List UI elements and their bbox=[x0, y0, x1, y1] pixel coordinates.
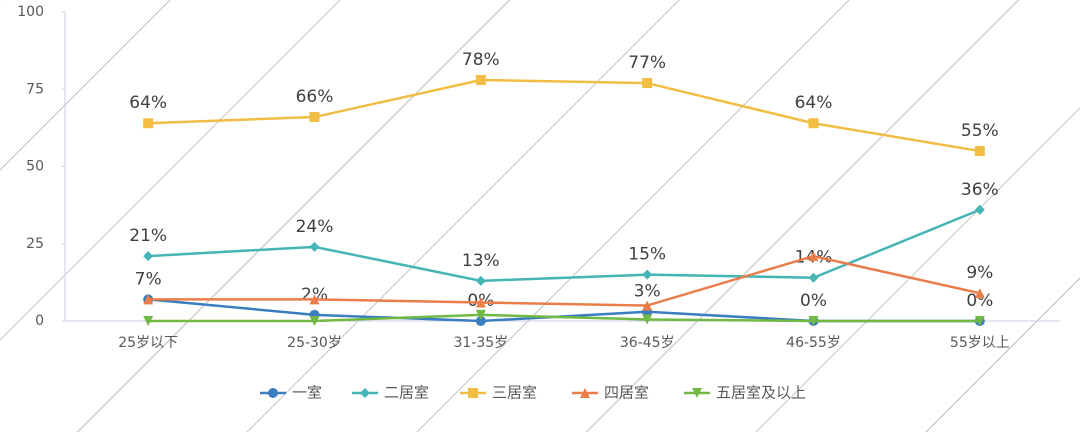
series-line bbox=[148, 254, 981, 307]
data-label: 9% bbox=[966, 263, 993, 283]
data-point bbox=[143, 316, 154, 326]
series-line bbox=[148, 208, 981, 283]
data-label: 77% bbox=[628, 53, 666, 73]
x-tick-label: 36-45岁 bbox=[620, 335, 675, 351]
data-point bbox=[642, 78, 653, 89]
x-tick-label: 25岁以下 bbox=[118, 335, 178, 351]
data-point bbox=[309, 316, 320, 326]
y-tick-label: 50 bbox=[26, 159, 44, 175]
x-tick-label: 55岁以上 bbox=[950, 335, 1010, 351]
data-label: 36% bbox=[961, 180, 999, 200]
data-point bbox=[309, 241, 320, 252]
series-line bbox=[148, 78, 981, 153]
legend-marker bbox=[580, 388, 590, 398]
data-point bbox=[143, 251, 154, 262]
data-point bbox=[808, 251, 819, 262]
data-point bbox=[808, 316, 819, 326]
x-tick-label: 31-35岁 bbox=[453, 335, 508, 351]
data-point bbox=[642, 314, 653, 325]
y-tick-label: 0 bbox=[35, 313, 44, 329]
data-label: 3% bbox=[634, 282, 661, 302]
legend-marker bbox=[360, 388, 370, 398]
legend-marker bbox=[268, 388, 278, 398]
data-point bbox=[475, 275, 486, 286]
data-point bbox=[642, 300, 653, 311]
data-point bbox=[974, 146, 985, 157]
legend-label: 五居室及以上 bbox=[716, 384, 806, 402]
data-label: 15% bbox=[628, 245, 666, 265]
data-label: 0% bbox=[966, 291, 993, 311]
data-point bbox=[642, 269, 653, 280]
y-tick-label: 100 bbox=[17, 4, 44, 20]
legend-label: 四居室 bbox=[604, 384, 649, 402]
x-tick-label: 46-55岁 bbox=[786, 335, 841, 351]
data-label: 24% bbox=[296, 217, 334, 237]
y-tick-label: 75 bbox=[26, 81, 44, 97]
data-point bbox=[309, 294, 320, 305]
data-label: 64% bbox=[129, 93, 167, 113]
data-point bbox=[475, 316, 486, 326]
legend-marker bbox=[692, 388, 702, 398]
data-label: 64% bbox=[795, 93, 833, 113]
data-point bbox=[475, 309, 486, 320]
data-point bbox=[309, 112, 320, 123]
data-point bbox=[974, 288, 985, 299]
data-point bbox=[974, 204, 985, 215]
legend-label: 一室 bbox=[292, 384, 322, 402]
data-point bbox=[808, 118, 819, 129]
data-point bbox=[143, 118, 154, 129]
data-point bbox=[143, 294, 154, 305]
y-tick-label: 25 bbox=[26, 236, 44, 252]
legend-label: 三居室 bbox=[492, 384, 537, 402]
series-line bbox=[148, 313, 980, 323]
data-label: 0% bbox=[800, 291, 827, 311]
data-point bbox=[808, 272, 819, 283]
legend-marker bbox=[468, 388, 478, 398]
data-point bbox=[475, 297, 486, 308]
data-label: 21% bbox=[129, 226, 167, 246]
data-label: 78% bbox=[462, 50, 500, 70]
legend-label: 二居室 bbox=[384, 384, 429, 402]
data-label: 13% bbox=[462, 251, 500, 271]
data-label: 66% bbox=[296, 87, 334, 107]
data-label: 7% bbox=[135, 269, 162, 289]
data-point bbox=[974, 316, 985, 326]
data-point bbox=[475, 74, 486, 85]
x-tick-label: 25-30岁 bbox=[287, 335, 342, 351]
data-label: 55% bbox=[961, 121, 999, 141]
